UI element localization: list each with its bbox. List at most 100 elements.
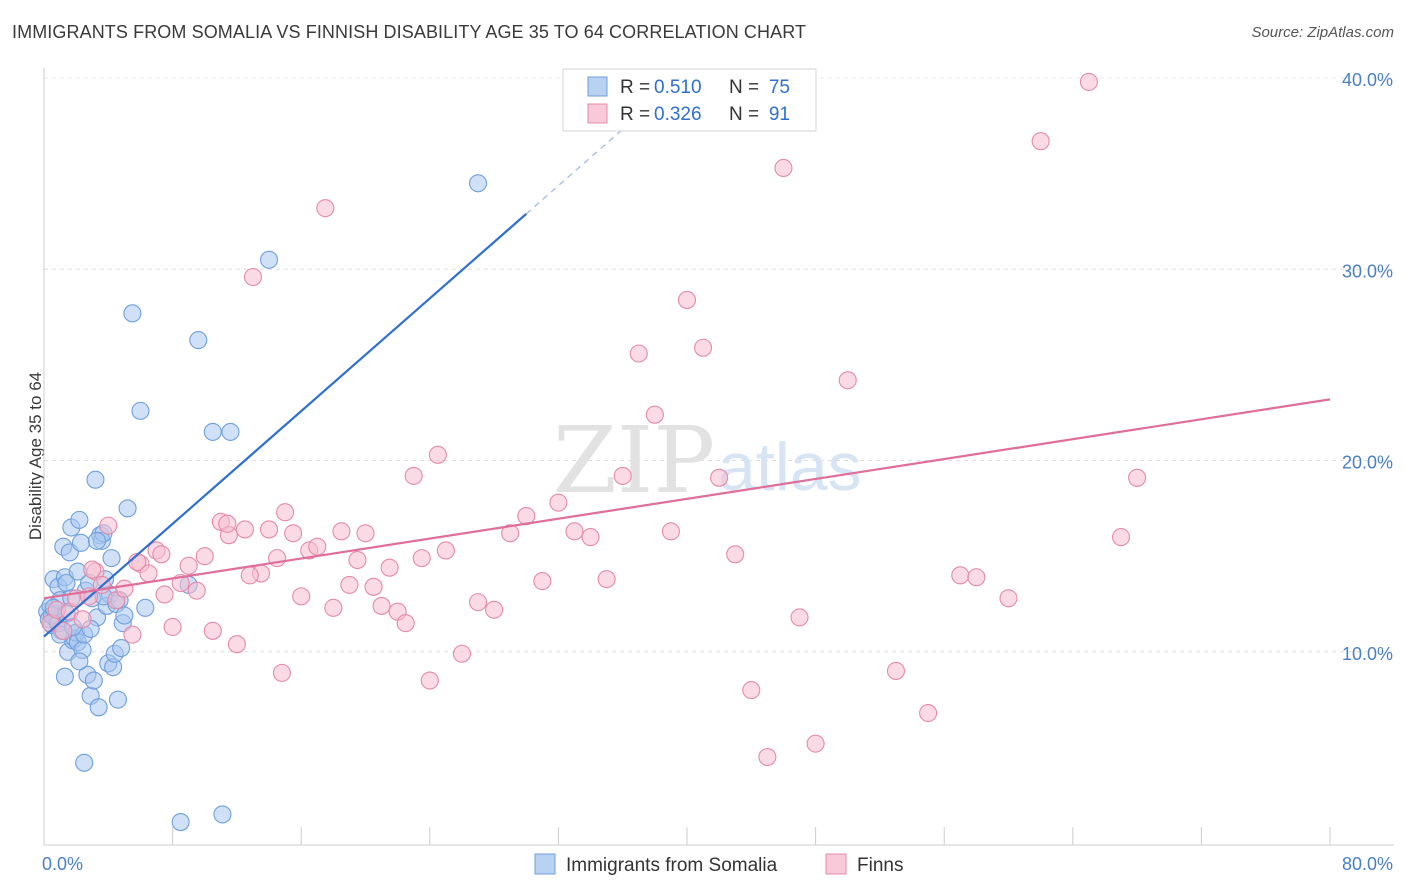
point-finns-41 <box>356 524 375 543</box>
point-finns-59 <box>565 522 584 541</box>
point-finns-31 <box>276 503 295 522</box>
y-tick-label-20: 20.0% <box>1342 453 1393 473</box>
point-finns-49 <box>420 671 439 690</box>
point-somalia-53 <box>171 812 190 832</box>
point-finns-46 <box>396 614 415 633</box>
point-finns-11 <box>115 579 134 598</box>
point-finns-42 <box>364 577 383 596</box>
trend-line-finns <box>43 398 1331 600</box>
point-finns-32 <box>284 524 303 543</box>
point-finns-90 <box>272 663 291 682</box>
point-finns-75 <box>838 371 857 390</box>
series-somalia-points <box>38 174 488 832</box>
axes <box>43 68 1394 846</box>
point-finns-68 <box>710 468 729 487</box>
legend-bottom-label-finns: Finns <box>857 855 903 876</box>
point-somalia-68 <box>87 531 107 550</box>
legend-swatch-finns <box>587 103 608 124</box>
point-finns-88 <box>218 514 237 533</box>
chart-title: IMMIGRANTS FROM SOMALIA VS FINNISH DISAB… <box>12 22 807 42</box>
point-finns-16 <box>155 585 174 604</box>
point-finns-55 <box>501 524 520 543</box>
point-finns-33 <box>292 587 311 606</box>
legend-r-label-finns: R = <box>620 104 650 125</box>
point-finns-52 <box>452 644 472 663</box>
trend-line-somalia <box>43 213 527 638</box>
point-somalia-29 <box>84 671 103 690</box>
point-finns-82 <box>1079 72 1098 91</box>
point-finns-36 <box>316 199 335 218</box>
point-somalia-20 <box>70 510 89 529</box>
trend-lines <box>43 100 1331 638</box>
point-finns-67 <box>694 338 713 357</box>
legend-series: Immigrants from Somalia Finns <box>534 853 903 876</box>
point-somalia-49 <box>118 499 137 518</box>
point-finns-26 <box>235 520 254 539</box>
watermark-zip: ZIP <box>553 407 715 514</box>
watermark-atlas: atlas <box>718 429 862 505</box>
y-tick-label-40: 40.0% <box>1342 70 1393 90</box>
point-finns-54 <box>485 600 504 619</box>
point-finns-77 <box>919 703 938 723</box>
point-finns-17 <box>163 617 182 637</box>
chart-source: Source: ZipAtlas.com <box>1251 24 1394 41</box>
legend-bottom-swatch-finns <box>825 853 847 875</box>
point-finns-50 <box>428 445 447 464</box>
legend-n-label-somalia: N = <box>729 77 759 98</box>
point-somalia-51 <box>131 401 150 420</box>
legend-stats: R = 0.510 N = 75 R = 0.326 N = 91 <box>562 68 817 132</box>
legend-r-value-somalia: 0.510 <box>654 77 702 98</box>
legend-n-value-finns: 91 <box>769 104 790 125</box>
point-finns-87 <box>152 545 171 564</box>
point-finns-60 <box>581 528 600 547</box>
point-finns-72 <box>774 158 793 178</box>
point-finns-79 <box>967 568 986 587</box>
point-somalia-74 <box>70 652 89 671</box>
legend-r-label-somalia: R = <box>620 77 650 98</box>
point-finns-66 <box>677 290 697 309</box>
point-finns-73 <box>790 608 809 627</box>
point-finns-83 <box>1111 528 1131 547</box>
point-finns-89 <box>240 566 259 585</box>
point-finns-76 <box>886 661 906 681</box>
point-finns-35 <box>308 537 327 556</box>
point-somalia-52 <box>136 598 155 617</box>
point-somalia-63 <box>55 667 74 686</box>
point-finns-58 <box>549 493 568 512</box>
point-somalia-30 <box>86 470 105 489</box>
x-tick-label-min: 0.0% <box>42 854 83 874</box>
legend-bottom-label-somalia: Immigrants from Somalia <box>566 855 778 876</box>
point-finns-37 <box>324 598 343 617</box>
point-finns-64 <box>645 405 664 424</box>
point-finns-80 <box>999 589 1018 608</box>
point-finns-43 <box>372 596 391 615</box>
legend-swatch-somalia <box>587 76 608 97</box>
point-finns-48 <box>412 549 431 568</box>
point-finns-74 <box>806 734 825 753</box>
point-finns-21 <box>195 547 214 566</box>
point-somalia-21 <box>71 533 91 552</box>
point-somalia-50 <box>123 304 142 323</box>
x-tick-label-max: 80.0% <box>1342 854 1393 874</box>
point-finns-85 <box>83 560 102 579</box>
gridlines <box>44 77 1394 653</box>
point-somalia-57 <box>213 805 232 824</box>
point-somalia-58 <box>221 422 240 441</box>
point-finns-2 <box>54 621 73 640</box>
point-finns-71 <box>758 747 777 767</box>
point-somalia-44 <box>108 690 127 709</box>
point-finns-44 <box>380 558 399 577</box>
point-finns-57 <box>533 572 552 591</box>
point-finns-81 <box>1031 132 1050 151</box>
point-finns-62 <box>613 466 632 485</box>
tick-labels: 10.0% 20.0% 30.0% 40.0% 0.0% 80.0% <box>42 70 1393 874</box>
point-finns-22 <box>203 621 222 640</box>
point-finns-38 <box>332 522 351 541</box>
legend-r-value-finns: 0.326 <box>654 104 702 125</box>
point-finns-61 <box>597 570 616 589</box>
point-somalia-55 <box>189 331 208 350</box>
point-finns-39 <box>340 575 359 594</box>
point-finns-69 <box>726 545 745 564</box>
point-finns-47 <box>404 466 423 485</box>
